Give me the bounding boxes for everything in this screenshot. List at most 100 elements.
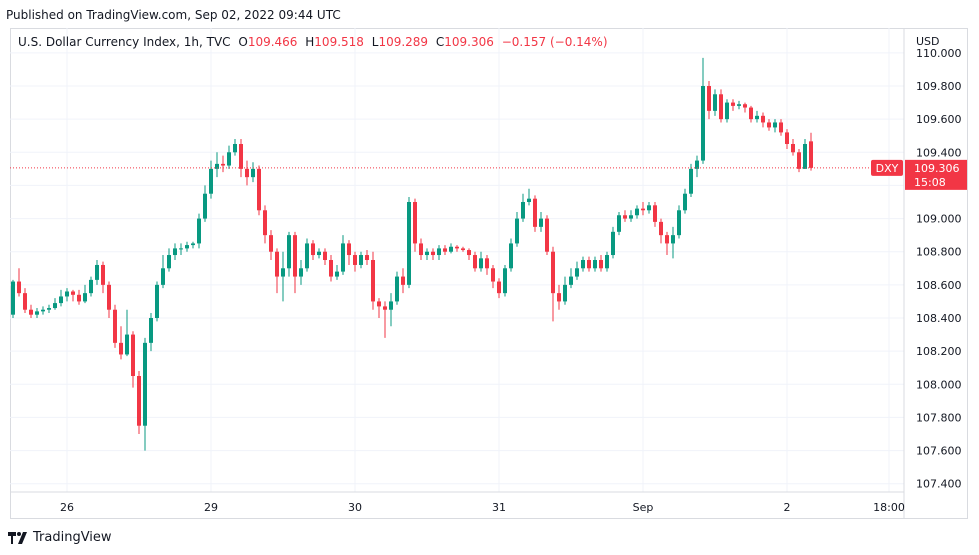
candle-body <box>803 144 807 169</box>
footer-brand: TradingView <box>33 530 112 545</box>
candle-body <box>65 291 69 297</box>
candle-body <box>299 268 303 277</box>
candle-body <box>605 255 609 269</box>
candle <box>131 331 135 388</box>
candle <box>335 264 339 280</box>
candle <box>695 155 699 178</box>
candle <box>749 105 753 123</box>
candle-body <box>563 284 567 302</box>
x-tick-label: 30 <box>348 501 362 514</box>
legend-close-value: 109.306 <box>444 35 494 49</box>
legend-high-value: 109.518 <box>314 35 364 49</box>
candle <box>551 246 555 322</box>
candle-body <box>161 268 165 285</box>
candle-body <box>179 248 183 250</box>
candle-body <box>47 308 51 310</box>
candle <box>47 304 51 314</box>
candle <box>599 255 603 272</box>
candle <box>203 185 207 222</box>
candle-body <box>209 168 213 194</box>
candle-body <box>611 231 615 256</box>
candle-body <box>695 160 699 169</box>
ticker-badge <box>871 159 903 176</box>
candle-body <box>701 86 705 161</box>
candle-body <box>809 141 813 168</box>
candle <box>701 57 705 164</box>
legend-symbol: U.S. Dollar Currency Index, 1h, TVC <box>18 35 231 49</box>
candle <box>593 256 597 272</box>
candle <box>155 281 159 322</box>
candle <box>809 132 813 171</box>
candle-body <box>587 260 591 269</box>
candle-body <box>491 268 495 282</box>
candle-body <box>425 251 429 256</box>
candle <box>503 264 507 297</box>
candle <box>431 248 435 260</box>
candle <box>419 238 423 260</box>
candle <box>455 245 459 252</box>
candle-body <box>383 306 387 310</box>
y-tick-label: 107.800 <box>916 411 962 424</box>
candle-body <box>467 250 471 256</box>
candle <box>245 160 249 186</box>
last-price-label: 109.306 <box>914 162 960 175</box>
candle <box>143 337 147 451</box>
candle-body <box>173 248 177 256</box>
candle <box>233 139 237 156</box>
bar-countdown-label: 15:08 <box>914 176 946 189</box>
candle <box>389 293 393 327</box>
footer-logo[interactable]: TradingView <box>8 530 112 545</box>
candle-body <box>413 202 417 244</box>
candle <box>479 251 483 272</box>
candle-body <box>785 132 789 144</box>
candle-body <box>647 205 651 211</box>
candle-body <box>227 152 231 166</box>
candle <box>449 243 453 254</box>
candle-body <box>749 107 753 120</box>
chart-frame <box>10 28 968 519</box>
candle <box>101 261 105 294</box>
legend-change: −0.157 (−0.14%) <box>501 35 608 49</box>
candle <box>35 308 39 318</box>
candle <box>293 231 297 294</box>
y-tick-label: 109.600 <box>916 113 962 126</box>
candle-body <box>767 122 771 128</box>
candle <box>179 243 183 256</box>
candle-body <box>593 260 597 269</box>
candle-body <box>197 218 201 244</box>
currency-label: USD <box>916 35 940 48</box>
candle-body <box>203 193 207 219</box>
candle-body <box>365 255 369 260</box>
candle <box>323 248 327 265</box>
candle <box>17 268 21 297</box>
candle <box>743 102 747 113</box>
candle-body <box>761 115 765 123</box>
y-tick-label: 109.800 <box>916 80 962 93</box>
candle-body <box>635 208 639 216</box>
candle-body <box>557 293 561 302</box>
candle-body <box>725 102 729 120</box>
chart-legend: U.S. Dollar Currency Index, 1h, TVC O109… <box>18 35 608 49</box>
candle <box>329 255 333 282</box>
candle <box>377 298 381 318</box>
candle-body <box>683 193 687 211</box>
candle-body <box>185 245 189 249</box>
candle-body <box>665 235 669 244</box>
x-tick-label: 18:00 <box>873 501 905 514</box>
candle-body <box>233 144 237 153</box>
y-tick-label: 107.600 <box>916 445 962 458</box>
candle-body <box>113 309 117 343</box>
candle-body <box>641 208 645 211</box>
candle <box>605 251 609 272</box>
candle <box>461 246 465 252</box>
candle <box>623 210 627 222</box>
candle <box>617 211 621 236</box>
x-tick-label: 26 <box>60 501 74 514</box>
candle-body <box>95 264 99 280</box>
x-tick-label: 2 <box>784 501 791 514</box>
candle <box>77 289 81 305</box>
candle <box>581 256 585 272</box>
candle <box>137 371 141 434</box>
candle-body <box>287 235 291 269</box>
